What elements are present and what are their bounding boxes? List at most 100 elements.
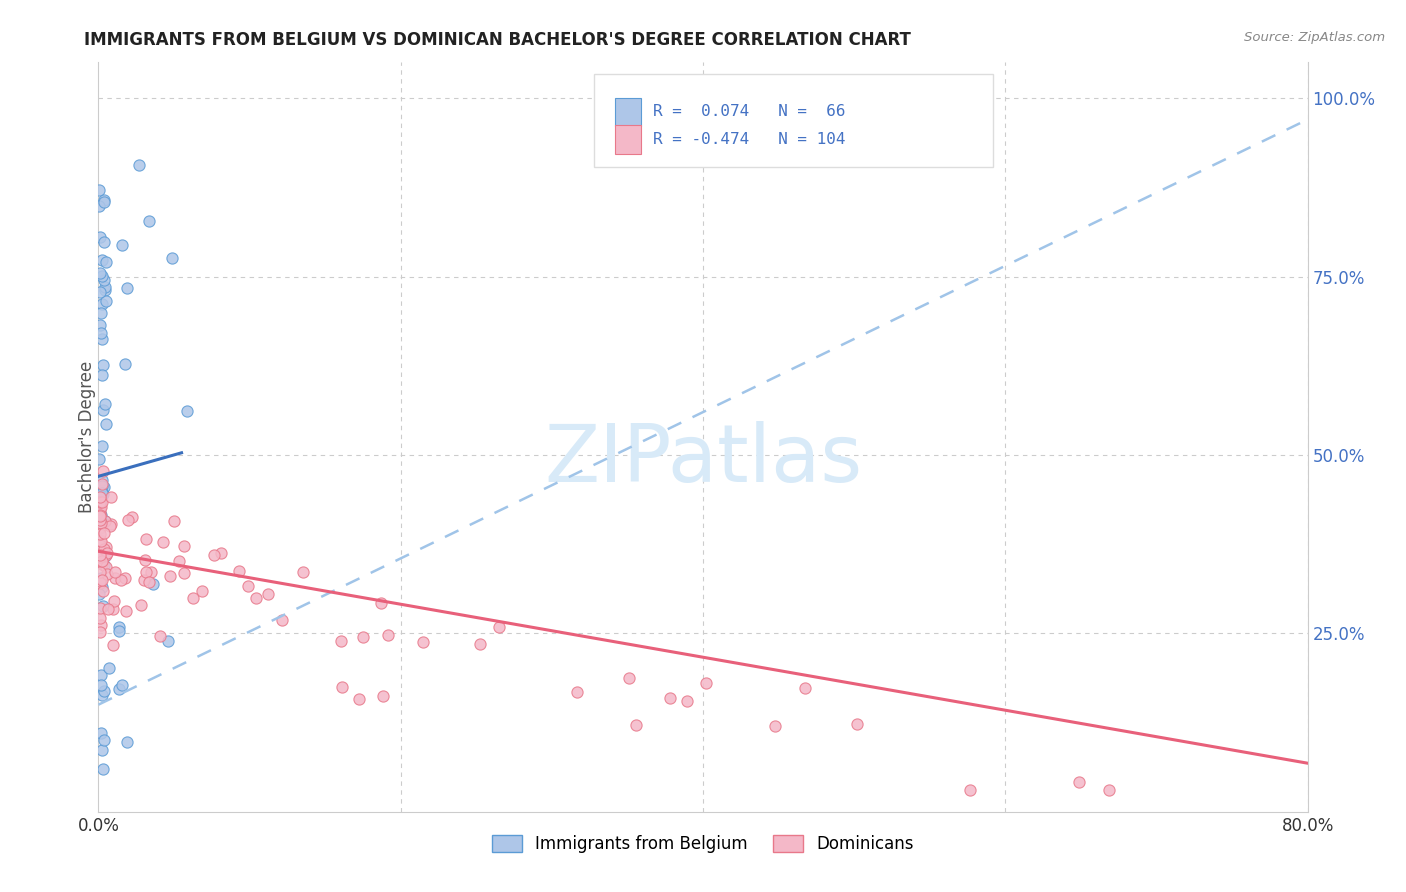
Point: [91, 554, 114, 568]
Point: [89, 509, 111, 524]
Point: [347, 692, 370, 706]
Point: [330, 680, 353, 694]
Point: [624, 718, 647, 732]
Point: [90, 516, 112, 530]
Point: [90, 617, 112, 632]
Point: [94, 397, 117, 411]
Point: [107, 681, 129, 696]
Point: [90, 297, 112, 311]
Point: [94, 417, 117, 431]
Point: [352, 630, 374, 644]
Point: [94, 548, 117, 562]
Point: [108, 619, 131, 633]
Point: [110, 573, 132, 587]
Point: [91, 584, 114, 599]
Point: [89, 508, 111, 522]
Point: [94, 280, 117, 294]
Point: [93, 558, 115, 572]
Point: [114, 357, 136, 371]
Point: [89, 601, 111, 615]
Point: [959, 783, 981, 797]
Point: [90, 533, 112, 548]
Point: [91, 332, 114, 346]
Point: [100, 516, 122, 531]
Point: [89, 230, 111, 244]
Point: [91, 688, 114, 702]
Legend: Immigrants from Belgium, Dominicans: Immigrants from Belgium, Dominicans: [485, 828, 921, 860]
Point: [90, 439, 112, 453]
Point: [89, 508, 111, 522]
Point: [89, 505, 111, 519]
Point: [94, 293, 117, 308]
Point: [257, 587, 280, 601]
Point: [107, 624, 129, 638]
Point: [89, 527, 111, 541]
Point: [89, 199, 111, 213]
Point: [93, 480, 115, 494]
Point: [94, 255, 117, 269]
Point: [93, 235, 115, 250]
Text: Source: ZipAtlas.com: Source: ZipAtlas.com: [1244, 31, 1385, 45]
Point: [89, 494, 111, 508]
Point: [115, 735, 138, 749]
Point: [87, 488, 110, 502]
FancyBboxPatch shape: [614, 125, 641, 153]
Point: [89, 576, 111, 591]
Point: [90, 500, 112, 514]
Point: [91, 477, 114, 491]
Point: [93, 763, 115, 777]
Point: [90, 513, 112, 527]
Point: [173, 566, 195, 581]
Point: [89, 538, 111, 552]
Point: [659, 691, 682, 706]
Point: [91, 403, 114, 417]
Point: [149, 629, 172, 643]
Point: [94, 549, 117, 564]
Point: [138, 213, 160, 227]
Point: [87, 452, 110, 467]
Point: [89, 553, 111, 567]
Point: [245, 591, 267, 605]
Point: [91, 580, 114, 594]
Point: [94, 514, 117, 528]
Point: [676, 694, 699, 708]
Point: [93, 514, 115, 528]
Point: [93, 732, 115, 747]
Point: [91, 464, 114, 478]
Point: [91, 473, 114, 487]
Point: [89, 500, 111, 514]
Point: [100, 490, 122, 504]
Point: [1098, 783, 1121, 797]
Point: [97, 661, 120, 675]
Point: [695, 676, 717, 690]
Point: [132, 573, 155, 587]
Point: [117, 513, 139, 527]
Point: [93, 683, 115, 698]
Point: [176, 404, 198, 418]
Point: [89, 496, 111, 510]
Point: [103, 594, 125, 608]
Point: [236, 579, 259, 593]
Point: [271, 613, 294, 627]
Point: [138, 575, 160, 590]
Point: [94, 283, 117, 297]
Point: [91, 479, 114, 493]
Point: [91, 487, 114, 501]
Point: [412, 635, 434, 649]
Point: [89, 625, 111, 640]
Point: [371, 690, 394, 704]
Point: [121, 510, 143, 524]
Point: [91, 358, 114, 372]
Point: [117, 281, 139, 295]
Point: [89, 490, 111, 504]
Point: [114, 604, 136, 618]
Point: [173, 539, 195, 553]
Point: [468, 637, 491, 651]
Point: [89, 548, 111, 562]
Text: ZIPatlas: ZIPatlas: [544, 420, 862, 499]
Point: [90, 252, 112, 267]
Point: [291, 565, 314, 579]
Point: [89, 549, 111, 564]
Point: [91, 742, 114, 756]
Point: [111, 238, 134, 252]
